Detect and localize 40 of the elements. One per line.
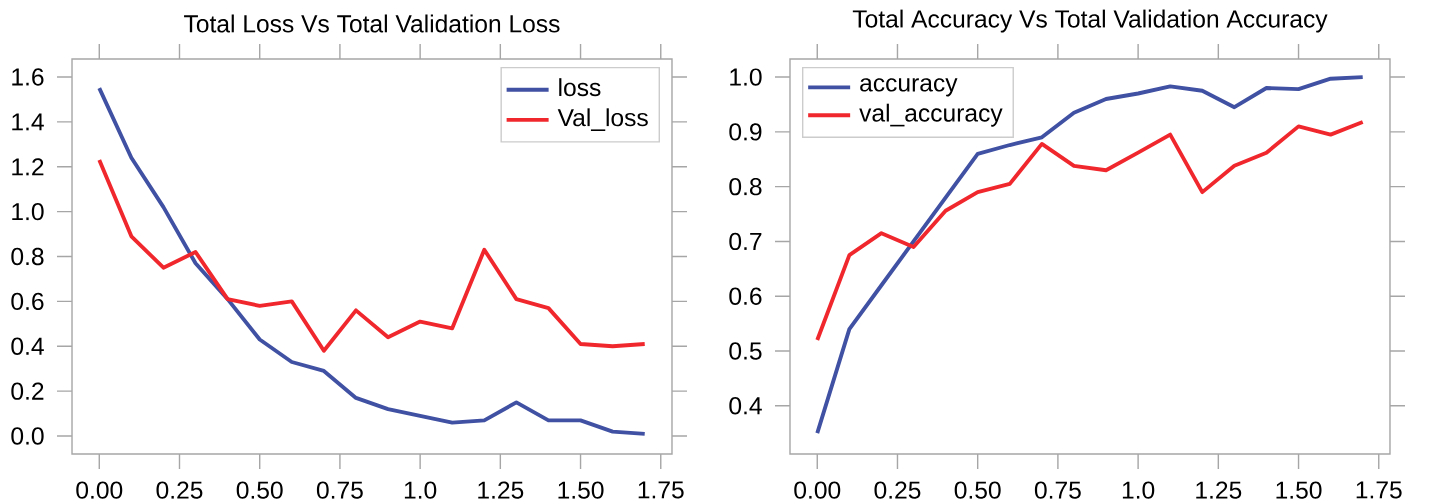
- x-tick-label: 0.75: [1034, 481, 1081, 499]
- x-tick-label: 1.25: [478, 481, 524, 499]
- x-tick-label: 1.25: [1196, 481, 1242, 499]
- y-tick-label: 0.4: [11, 337, 44, 355]
- x-tick-label: 0.25: [156, 481, 203, 499]
- legend-label: accuracy: [860, 78, 958, 97]
- x-tick-label: 0.75: [316, 481, 363, 499]
- x-tick-label: 1.50: [558, 481, 604, 499]
- chart-title: Total Loss Vs Total Validation Loss: [184, 14, 560, 33]
- y-tick-label: 0.9: [729, 123, 762, 141]
- x-tick-label: 1.50: [1276, 481, 1322, 499]
- y-tick-label: 0.4: [729, 397, 762, 415]
- y-tick-label: 0.2: [11, 382, 44, 400]
- y-tick-label: 1.0: [730, 68, 762, 86]
- x-tick-label: 0.50: [236, 481, 283, 499]
- x-tick-label: 1.75: [1356, 481, 1402, 499]
- x-tick-label: 1.0: [404, 481, 437, 499]
- legend-label: Val_loss: [557, 108, 648, 132]
- y-tick-label: 0.7: [729, 232, 762, 251]
- x-tick-label: 0.50: [954, 481, 1001, 499]
- y-tick-label: 0.8: [729, 177, 762, 196]
- x-tick-label: 1.75: [638, 481, 684, 499]
- line-series: [815, 75, 1365, 436]
- chart-title: Total Accuracy Vs Total Validation Accuracy: [852, 9, 1328, 33]
- legend-label: val_accuracy: [859, 103, 1003, 127]
- x-tick-label: 0.25: [874, 481, 921, 499]
- y-tick-label: 1.0: [12, 202, 44, 221]
- y-tick-label: 0.0: [11, 427, 44, 445]
- y-tick-label: 0.6: [11, 292, 44, 311]
- y-tick-label: 0.6: [729, 287, 762, 305]
- y-tick-label: 0.5: [729, 342, 762, 360]
- y-tick-label: 0.8: [11, 247, 44, 266]
- y-tick-label: 1.2: [12, 158, 44, 176]
- y-tick-label: 1.6: [12, 68, 44, 86]
- x-tick-label: 1.0: [1122, 481, 1155, 499]
- y-tick-label: 1.4: [12, 113, 44, 131]
- x-tick-label: 0.00: [794, 481, 841, 499]
- line-series: [97, 158, 647, 353]
- x-tick-label: 0.00: [76, 481, 123, 499]
- legend-label: loss: [559, 78, 601, 97]
